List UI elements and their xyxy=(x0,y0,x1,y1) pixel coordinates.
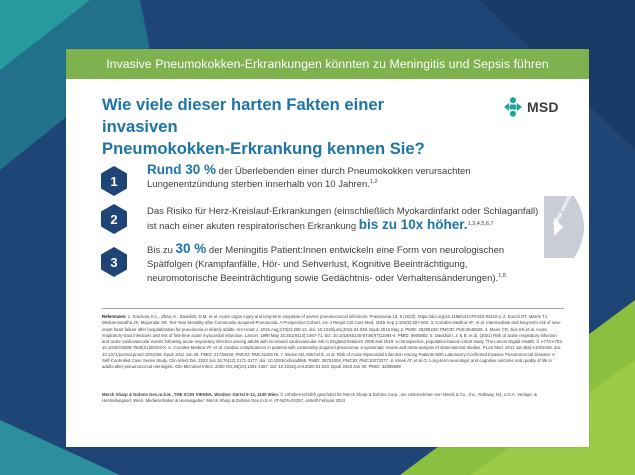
fact-text-1: Rund 30 % der Überlebenden einer durch P… xyxy=(147,163,557,191)
fact-highlight-1: Rund 30 % xyxy=(147,162,217,177)
play-arrow-icon xyxy=(554,218,563,236)
fact-highlight-3: 30 % xyxy=(175,241,207,256)
number-badge-1: 1 xyxy=(101,166,127,196)
fact-text-1a: der Überlebenden einer durch Pneumokokke… xyxy=(216,166,471,177)
fact-sup-3: 1,8 xyxy=(498,272,506,279)
msd-logo-icon xyxy=(504,97,522,117)
imprint-bold: Merck Sharp & Dohme Ges.m.b.H., THE ICON… xyxy=(102,392,280,397)
headline-line-1: Wie viele dieser harten Fakten einer inv… xyxy=(102,95,385,136)
number-badge-label: 1 xyxy=(110,173,118,189)
fact-text-1b: Lungenentzündung sterben innerhalb von 1… xyxy=(147,179,370,191)
fact-text-3: Bis zu 30 % der Meningitis Patient:Innen… xyxy=(147,242,562,285)
turn-over-tab[interactable]: Bitte wenden! xyxy=(544,185,594,258)
hexagon-icon xyxy=(101,247,127,277)
info-card: Invasive Pneumokokken-Erkrankungen könnt… xyxy=(66,49,589,447)
headline: Wie viele dieser harten Fakten einer inv… xyxy=(102,94,462,160)
references-body: 1. Kruckow, K.L., Zhao, K., Bowdish, D.M… xyxy=(102,314,563,370)
references-heading: Referenzen: xyxy=(102,314,128,319)
number-badge-label: 2 xyxy=(110,211,118,227)
hexagon-icon xyxy=(101,166,127,196)
banner: Invasive Pneumokokken-Erkrankungen könnt… xyxy=(66,49,589,79)
fact-sup-2: 1,3,4,5,6,7 xyxy=(467,221,494,228)
msd-logo-text: MSD xyxy=(527,99,559,115)
turn-over-tab-shape xyxy=(544,196,584,258)
fact-highlight-2: bis zu 10x höher. xyxy=(358,217,468,233)
fact-text-2a: Das Risiko für Herz-Kreislauf-Erkrankung… xyxy=(147,206,539,217)
fact-sup-1: 1,2 xyxy=(369,179,378,186)
imprint-text: © Urheberrechtlich geschützt für Merck S… xyxy=(102,392,538,403)
fact-text-2b: ist nach einer akuten respiratorischen E… xyxy=(147,221,359,233)
references: Referenzen: 1. Kruckow, K.L., Zhao, K., … xyxy=(102,314,564,371)
msd-logo: MSD xyxy=(503,97,559,117)
number-badge-2: 2 xyxy=(101,204,127,234)
fact-text-3a: der Meningitis Patient:Innen entwickeln … xyxy=(206,245,505,256)
fact-text-3b: Spätfolgen (Krampfanfälle, Hör- und Sehv… xyxy=(147,258,468,270)
references-divider xyxy=(102,308,564,309)
imprint: Merck Sharp & Dohme Ges.m.b.H., THE ICON… xyxy=(102,392,564,404)
number-badge-label: 3 xyxy=(110,254,118,270)
headline-line-2: Pneumokokken-Erkrankung kennen Sie? xyxy=(102,139,425,158)
fact-text-2: Das Risiko für Herz-Kreislauf-Erkrankung… xyxy=(147,205,567,233)
fact-text-3-pre: Bis zu xyxy=(147,245,176,256)
number-badge-3: 3 xyxy=(101,247,127,277)
fact-text-3c: neuromotorische Beeinträchtigung sowie G… xyxy=(147,272,499,284)
banner-title: Invasive Pneumokokken-Erkrankungen könnt… xyxy=(106,57,549,71)
hexagon-icon xyxy=(101,204,127,234)
